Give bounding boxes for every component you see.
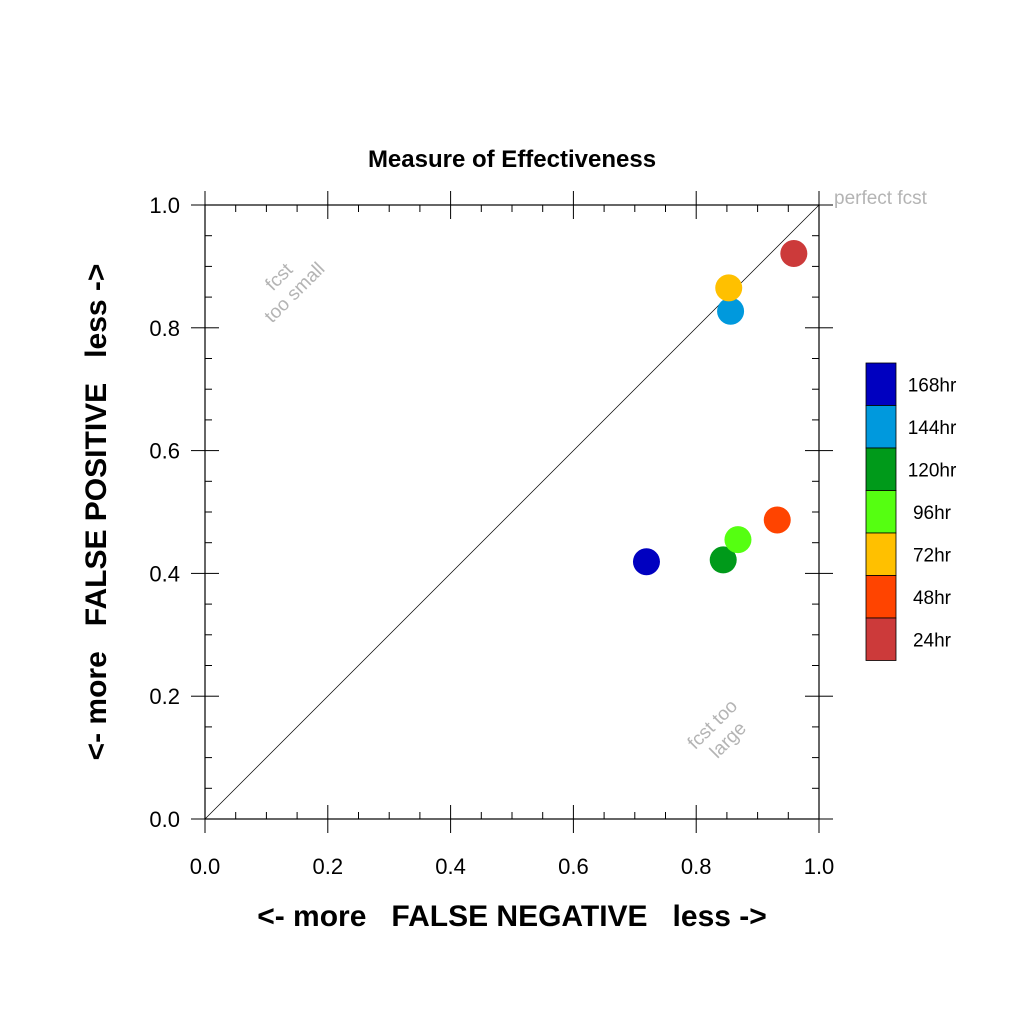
data-point-144hr <box>717 297 745 325</box>
x-axis-title: <- more FALSE NEGATIVE less -> <box>257 900 767 933</box>
annotation-fcst-too-large: fcst too large <box>684 696 751 763</box>
legend-label-96hr: 96hr <box>913 503 952 524</box>
legend-label-144hr: 144hr <box>908 418 957 439</box>
data-point-96hr <box>724 526 752 554</box>
y-axis-title: <- more FALSE POSITIVE less -> <box>80 264 113 761</box>
chart-title: Measure of Effectiveness <box>368 146 656 173</box>
legend: 168hr 144hr 120hr 96hr 72hr 48hr 24hr <box>865 362 957 661</box>
plot-area: 0.0 0.0 0.2 0.2 0.4 0.4 0.6 0.6 0.8 0.8 1.0 1.0 <box>149 191 834 879</box>
legend-swatch-96hr <box>865 490 897 534</box>
y-tick-label: 0.8 <box>149 316 180 341</box>
legend-swatch-24hr <box>865 617 897 661</box>
x-tick-label: 0.6 <box>558 854 589 879</box>
legend-swatch-144hr <box>865 405 897 449</box>
legend-label-48hr: 48hr <box>913 588 952 609</box>
x-tick-label: 0.4 <box>435 854 466 879</box>
x-tick-label: 1.0 <box>804 854 835 879</box>
annotation-perfect-fcst: perfect fcst <box>834 188 928 209</box>
x-tick-label: 0.2 <box>313 854 344 879</box>
y-tick-label: 0.4 <box>149 561 180 586</box>
y-tick-label: 0.0 <box>149 807 180 832</box>
annotation-small-line2: too small <box>261 259 330 328</box>
x-tick-label: 0.8 <box>681 854 712 879</box>
legend-swatch-48hr <box>865 575 897 619</box>
data-point-120hr <box>709 546 737 574</box>
legend-label-120hr: 120hr <box>908 460 957 481</box>
legend-label-72hr: 72hr <box>913 545 952 566</box>
y-tick-label: 0.2 <box>149 684 180 709</box>
y-tick-label: 0.6 <box>149 439 180 464</box>
y-tick-label: 1.0 <box>149 193 180 218</box>
data-point-72hr <box>715 274 743 302</box>
perfect-forecast-diagonal <box>204 204 820 820</box>
x-tick-label: 0.0 <box>190 854 221 879</box>
legend-swatch-120hr <box>865 447 897 491</box>
annotation-fcst-too-small: fcst too small <box>261 259 330 328</box>
legend-swatch-168hr <box>865 362 897 406</box>
data-point-24hr <box>780 240 808 268</box>
legend-label-168hr: 168hr <box>908 375 957 396</box>
data-point-48hr <box>763 506 791 534</box>
legend-label-24hr: 24hr <box>913 630 952 651</box>
data-point-168hr <box>632 548 660 576</box>
axis-ticks <box>191 191 833 833</box>
legend-swatch-72hr <box>865 532 897 576</box>
data-points <box>632 240 808 576</box>
